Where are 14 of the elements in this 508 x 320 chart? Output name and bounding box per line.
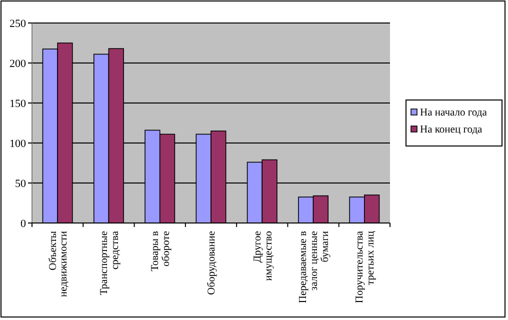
y-tick-label: 150 xyxy=(10,98,26,110)
x-tick-label: Транспортные средства xyxy=(98,230,121,296)
x-tick-label: Товары в обороте xyxy=(150,230,172,272)
x-tick-label: Оборудование xyxy=(206,230,218,295)
y-tick-label: 50 xyxy=(15,178,26,190)
y-tick-label: 250 xyxy=(10,18,26,30)
y-tick-label: 0 xyxy=(20,218,26,230)
x-tick-label: Передаваемые в залог ценные бумаги xyxy=(298,230,331,304)
x-tick-label: Другое имущество xyxy=(252,230,274,281)
x-tick-label: Объекты недвижимости xyxy=(48,230,70,297)
y-tick-label: 200 xyxy=(10,58,26,70)
legend-label: На начало года xyxy=(420,108,488,119)
legend-label: На конец года xyxy=(420,124,483,136)
y-tick-label: 100 xyxy=(10,138,26,150)
